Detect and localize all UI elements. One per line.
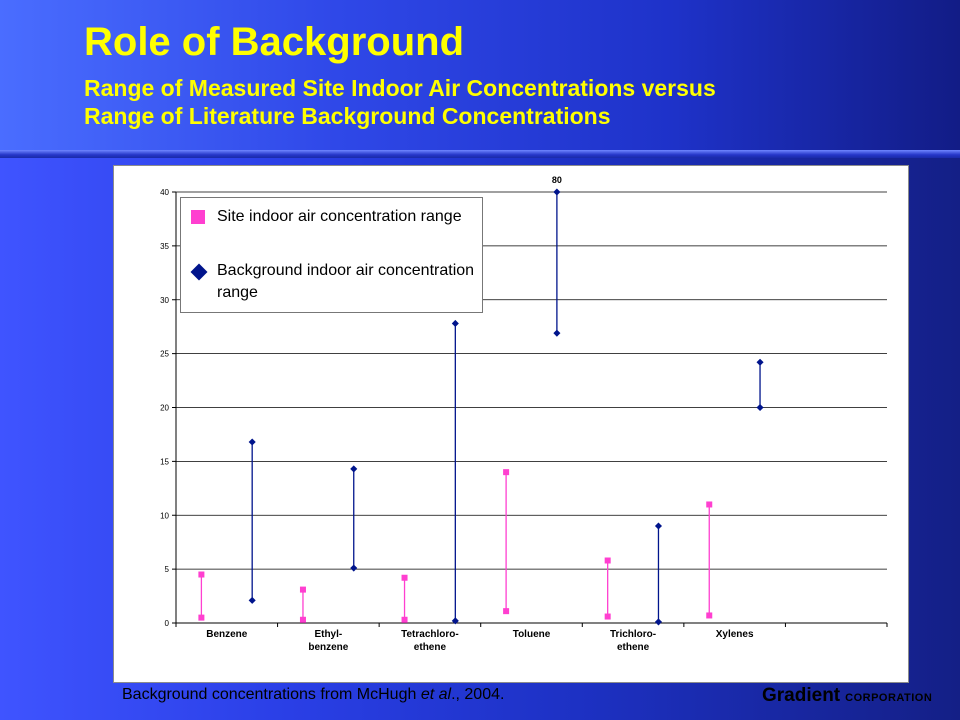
y-tick-label: 20	[160, 404, 169, 413]
background-max-marker	[553, 188, 561, 196]
site-min-marker	[299, 616, 306, 623]
category-label: Ethyl-	[314, 629, 342, 640]
title-band	[0, 0, 960, 150]
subtitle-line-1: Range of Measured Site Indoor Air Concen…	[84, 75, 716, 101]
legend-label-background: Background indoor air concentration rang…	[217, 262, 475, 301]
background-min-marker	[553, 329, 561, 337]
site-max-marker	[401, 574, 408, 581]
background-max-marker	[451, 319, 459, 327]
site-max-marker	[503, 469, 510, 476]
title-divider	[0, 150, 960, 158]
background-max-marker	[756, 358, 764, 366]
y-tick-label: 10	[160, 511, 169, 520]
slide-title: Role of Background	[84, 20, 465, 64]
background-max-marker	[350, 465, 358, 473]
brand-subtitle: CORPORATION	[845, 692, 933, 704]
range-chart: 0 5 10 15 20 25 30 35 40 Benzene Ethyl-benzene Tetr…	[160, 175, 888, 653]
footnote-et-al: et al	[420, 686, 452, 703]
site-max-marker	[299, 586, 306, 593]
subtitle-line-2: Range of Literature Background Concentra…	[84, 103, 611, 129]
site-max-marker	[604, 557, 611, 564]
footnote-text: Background concentrations from McHugh	[122, 686, 421, 703]
footnote-year: ., 2004.	[451, 686, 505, 703]
brand-name: Gradient	[762, 685, 841, 706]
category-label: Trichloro-	[610, 629, 656, 640]
pink-square-icon	[191, 210, 205, 224]
background-max-marker	[248, 438, 256, 446]
chart-legend: Site indoor air concentration range Back…	[180, 197, 483, 313]
slide-subtitle: Range of Measured Site Indoor Air Concen…	[84, 74, 944, 130]
site-min-marker	[706, 612, 713, 619]
legend-label-site: Site indoor air concentration range	[217, 208, 462, 225]
site-min-marker	[503, 608, 510, 615]
background-min-marker	[654, 618, 662, 626]
category-label: Toluene	[513, 629, 551, 640]
company-logo: Gradient CORPORATION	[762, 685, 932, 707]
category-label: Xylenes	[716, 629, 754, 640]
category-label: ethene	[617, 642, 650, 653]
background-min-marker	[451, 617, 459, 625]
site-min-marker	[604, 613, 611, 620]
site-max-marker	[198, 571, 205, 578]
y-tick-label: 0	[165, 619, 170, 628]
footnote: Background concentrations from McHugh et…	[122, 686, 504, 704]
category-label: ethene	[414, 642, 447, 653]
y-tick-label: 30	[160, 296, 169, 305]
y-tick-label: 15	[160, 457, 169, 466]
blue-diamond-icon	[190, 263, 208, 281]
background-max-marker	[654, 522, 662, 530]
category-label: Benzene	[206, 629, 248, 640]
background-min-marker	[248, 596, 256, 604]
site-min-marker	[401, 616, 408, 623]
y-tick-label: 35	[160, 242, 169, 251]
category-label: benzene	[308, 642, 348, 653]
background-min-marker	[350, 564, 358, 572]
y-tick-label: 40	[160, 188, 169, 197]
y-tick-label: 25	[160, 350, 169, 359]
site-min-marker	[198, 614, 205, 621]
chart-area: 0 5 10 15 20 25 30 35 40 Benzene Ethyl-benzene Tetr…	[113, 165, 909, 683]
y-tick-label: 5	[165, 565, 170, 574]
overflow-value-label: 80	[552, 175, 562, 185]
category-label: Tetrachloro-	[401, 629, 459, 640]
site-max-marker	[706, 501, 713, 508]
background-min-marker	[756, 403, 764, 412]
